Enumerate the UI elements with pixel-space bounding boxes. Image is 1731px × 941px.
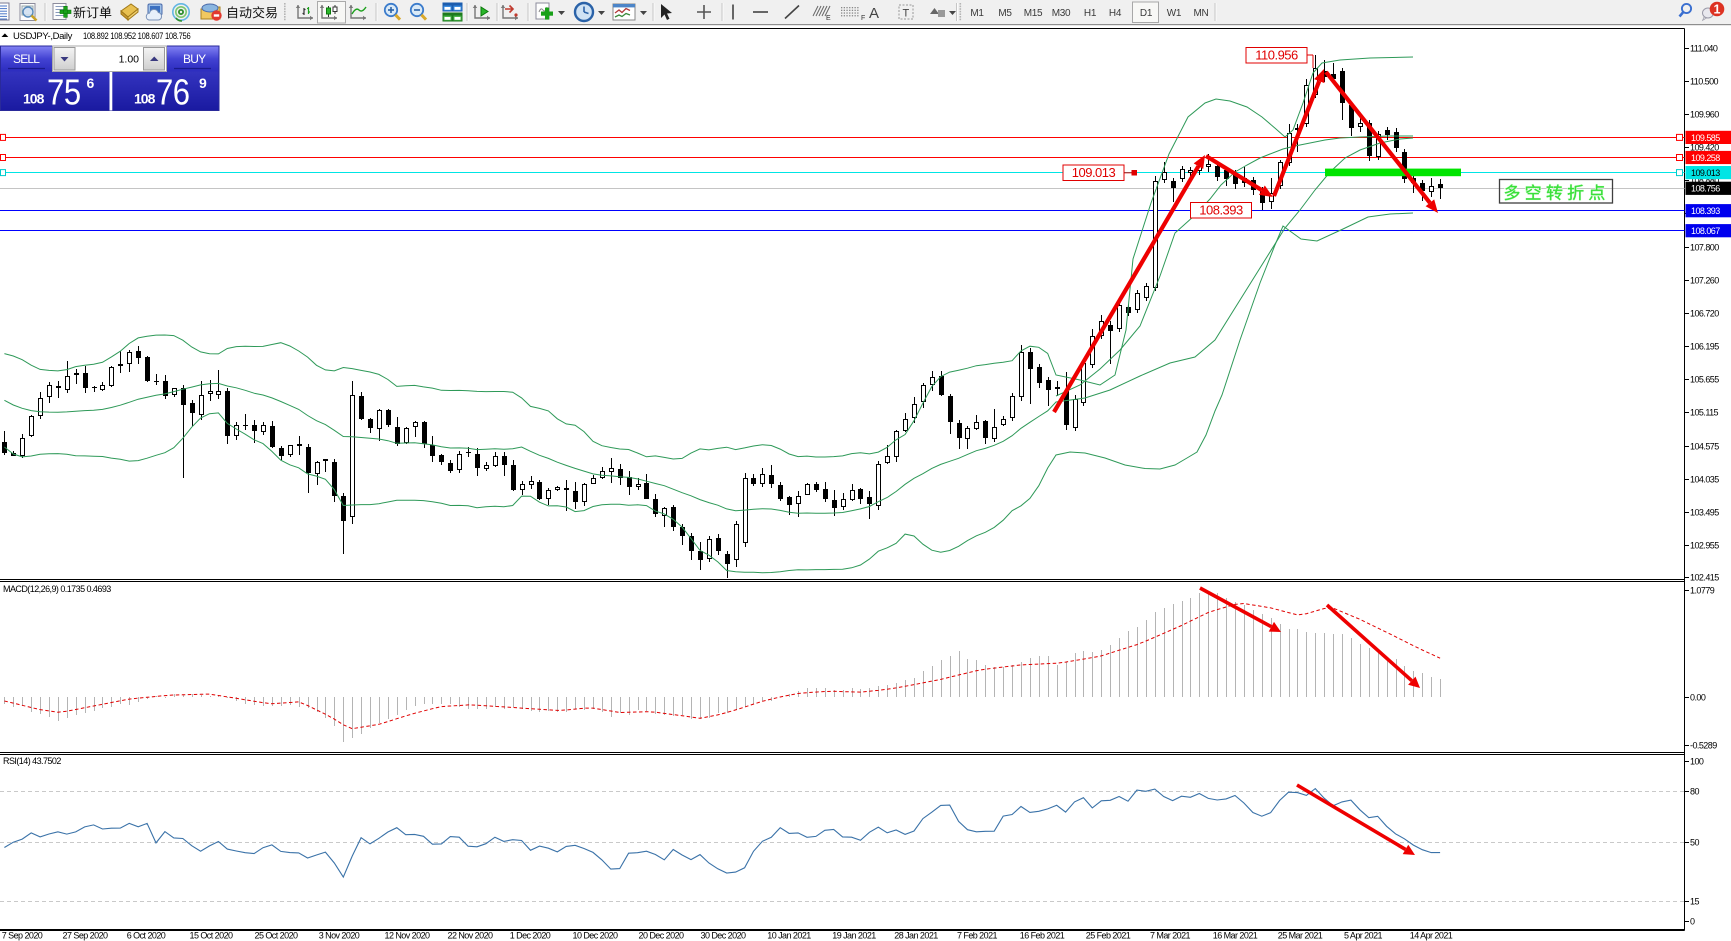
svg-text:111.040: 111.040 xyxy=(1690,44,1718,54)
svg-text:7 Feb 2021: 7 Feb 2021 xyxy=(957,931,998,941)
svg-text:110.500: 110.500 xyxy=(1690,77,1719,87)
svg-text:108.067: 108.067 xyxy=(1691,226,1720,236)
svg-text:105.655: 105.655 xyxy=(1690,375,1719,385)
svg-text:5 Apr 2021: 5 Apr 2021 xyxy=(1344,931,1383,941)
svg-text:108.880: 108.880 xyxy=(1690,176,1719,186)
svg-text:12 Nov 2020: 12 Nov 2020 xyxy=(385,931,431,941)
svg-text:7 Sep 2020: 7 Sep 2020 xyxy=(2,931,43,941)
svg-text:6: 6 xyxy=(87,75,95,91)
svg-text:0.00: 0.00 xyxy=(1690,693,1706,703)
svg-text:100: 100 xyxy=(1690,757,1704,767)
svg-text:3 Nov 2020: 3 Nov 2020 xyxy=(319,931,360,941)
svg-text:A: A xyxy=(869,5,879,22)
svg-text:15: 15 xyxy=(1690,897,1699,907)
svg-text:1: 1 xyxy=(1714,2,1721,16)
svg-text:76: 76 xyxy=(156,72,190,113)
svg-text:1.0779: 1.0779 xyxy=(1690,586,1715,596)
svg-text:22 Nov 2020: 22 Nov 2020 xyxy=(448,931,494,941)
svg-text:102.955: 102.955 xyxy=(1690,541,1719,551)
svg-text:109.420: 109.420 xyxy=(1690,143,1719,153)
svg-text:107.260: 107.260 xyxy=(1690,276,1719,286)
svg-text:1.00: 1.00 xyxy=(119,54,140,66)
svg-text:10 Jan 2021: 10 Jan 2021 xyxy=(767,931,811,941)
svg-text:SELL: SELL xyxy=(13,52,40,66)
svg-text:USDJPY-,Daily: USDJPY-,Daily xyxy=(13,31,73,42)
svg-text:0: 0 xyxy=(1690,917,1695,927)
svg-text:BUY: BUY xyxy=(183,52,206,66)
svg-text:108: 108 xyxy=(134,91,156,107)
svg-text:109.258: 109.258 xyxy=(1691,153,1720,163)
svg-text:25 Oct 2020: 25 Oct 2020 xyxy=(255,931,299,941)
svg-text:M15: M15 xyxy=(1024,8,1043,19)
svg-text:20 Dec 2020: 20 Dec 2020 xyxy=(639,931,685,941)
svg-text:106.720: 106.720 xyxy=(1690,309,1719,319)
svg-text:7 Mar 2021: 7 Mar 2021 xyxy=(1150,931,1191,941)
svg-text:16 Feb 2021: 16 Feb 2021 xyxy=(1020,931,1065,941)
svg-text:M30: M30 xyxy=(1052,8,1071,19)
svg-text:25 Feb 2021: 25 Feb 2021 xyxy=(1086,931,1131,941)
svg-text:108.756: 108.756 xyxy=(1691,184,1720,194)
svg-text:27 Sep 2020: 27 Sep 2020 xyxy=(63,931,109,941)
svg-text:109.585: 109.585 xyxy=(1691,133,1720,143)
svg-text:16 Mar 2021: 16 Mar 2021 xyxy=(1213,931,1258,941)
svg-text:1 Dec 2020: 1 Dec 2020 xyxy=(510,931,551,941)
svg-text:106.195: 106.195 xyxy=(1690,342,1719,352)
svg-text:109.960: 109.960 xyxy=(1690,110,1719,120)
svg-text:105.115: 105.115 xyxy=(1690,408,1719,418)
svg-text:M5: M5 xyxy=(998,8,1012,19)
svg-text:108.393: 108.393 xyxy=(1199,203,1243,218)
svg-text:MN: MN xyxy=(1194,8,1209,19)
svg-text:104.575: 104.575 xyxy=(1690,442,1719,452)
svg-text:15 Oct 2020: 15 Oct 2020 xyxy=(190,931,234,941)
svg-text:50: 50 xyxy=(1690,838,1699,848)
svg-text:RSI(14) 43.7502: RSI(14) 43.7502 xyxy=(3,756,61,766)
svg-text:14 Apr 2021: 14 Apr 2021 xyxy=(1410,931,1453,941)
svg-text:E: E xyxy=(826,15,831,22)
svg-text:75: 75 xyxy=(47,72,81,113)
svg-text:T: T xyxy=(903,8,910,20)
svg-text:109.013: 109.013 xyxy=(1072,165,1116,180)
svg-text:H1: H1 xyxy=(1084,8,1097,19)
svg-text:-0.5289: -0.5289 xyxy=(1690,741,1717,751)
svg-text:9: 9 xyxy=(199,75,207,91)
svg-text:19 Jan 2021: 19 Jan 2021 xyxy=(832,931,876,941)
svg-text:6 Oct 2020: 6 Oct 2020 xyxy=(127,931,166,941)
svg-text:110.956: 110.956 xyxy=(1255,48,1298,63)
svg-text:108.892 108.952 108.607 108.75: 108.892 108.952 108.607 108.756 xyxy=(83,30,191,41)
svg-text:W1: W1 xyxy=(1167,8,1182,19)
svg-text:108: 108 xyxy=(23,91,45,107)
svg-text:80: 80 xyxy=(1690,787,1699,797)
svg-text:104.035: 104.035 xyxy=(1690,475,1719,485)
svg-text:102.415: 102.415 xyxy=(1690,573,1719,583)
svg-text:108.393: 108.393 xyxy=(1691,206,1720,216)
svg-text:H4: H4 xyxy=(1109,8,1122,19)
svg-text:D1: D1 xyxy=(1140,8,1153,19)
svg-text:28 Jan 2021: 28 Jan 2021 xyxy=(894,931,938,941)
svg-text:MACD(12,26,9) 0.1735 0.4693: MACD(12,26,9) 0.1735 0.4693 xyxy=(3,584,111,594)
svg-text:30 Dec 2020: 30 Dec 2020 xyxy=(701,931,747,941)
svg-text:10 Dec 2020: 10 Dec 2020 xyxy=(573,931,619,941)
svg-text:109.013: 109.013 xyxy=(1691,168,1720,178)
svg-text:F: F xyxy=(861,15,865,22)
svg-text:M1: M1 xyxy=(970,8,984,19)
svg-text:25 Mar 2021: 25 Mar 2021 xyxy=(1278,931,1323,941)
svg-text:103.495: 103.495 xyxy=(1690,508,1719,518)
svg-text:107.800: 107.800 xyxy=(1690,243,1719,253)
